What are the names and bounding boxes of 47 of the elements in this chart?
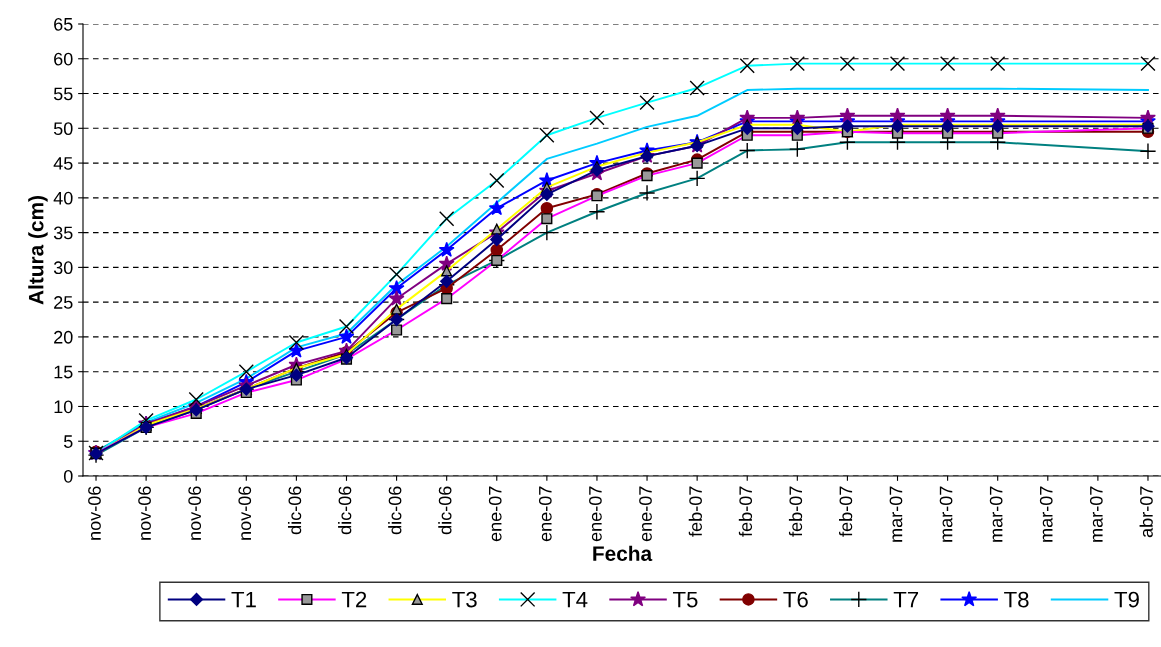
x-axis-title: Fecha bbox=[593, 545, 653, 561]
y-tick-label: 30 bbox=[53, 261, 73, 275]
y-tick-label: 55 bbox=[53, 87, 73, 101]
x-tick-label: feb-07 bbox=[788, 486, 803, 537]
legend-label: T5 bbox=[672, 591, 698, 608]
x-tick-label: ene-07 bbox=[589, 486, 602, 542]
x-tick-label: dic-06 bbox=[388, 486, 402, 535]
x-tick-label: mar-07 bbox=[939, 486, 953, 542]
legend-label: T4 bbox=[562, 591, 588, 608]
x-tick-label: mar-07 bbox=[1089, 486, 1103, 542]
y-tick-label: 35 bbox=[53, 226, 73, 240]
y-tick-label: 5 bbox=[63, 435, 73, 448]
x-tick-label: dic-06 bbox=[287, 486, 302, 535]
y-tick-label: 0 bbox=[63, 469, 73, 483]
legend-label: T9 bbox=[1114, 591, 1139, 608]
legend-label: T7 bbox=[893, 591, 919, 608]
legend-label: T6 bbox=[783, 591, 808, 608]
x-tick-label: ene-07 bbox=[538, 486, 552, 542]
legend-label: T8 bbox=[1004, 591, 1029, 608]
x-tick-label: mar-07 bbox=[889, 486, 903, 542]
x-tick-label: mar-07 bbox=[1039, 486, 1053, 542]
x-tick-label: ene-07 bbox=[639, 486, 652, 542]
y-tick-label: 65 bbox=[54, 17, 73, 31]
x-tick-label: abr-07 bbox=[1139, 486, 1153, 538]
y-tick-label: 25 bbox=[54, 296, 73, 309]
x-tick-label: feb-07 bbox=[688, 486, 702, 537]
legend-label: T3 bbox=[452, 591, 477, 608]
y-tick-label: 20 bbox=[54, 330, 73, 344]
x-tick-label: dic-06 bbox=[438, 486, 452, 535]
y-tick-label: 60 bbox=[54, 52, 73, 66]
y-tick-label: 40 bbox=[53, 191, 73, 205]
x-tick-label: nov-06 bbox=[138, 486, 151, 540]
y-tick-label: 45 bbox=[53, 157, 73, 170]
x-tick-label: ene-07 bbox=[488, 486, 502, 542]
x-tick-label: feb-07 bbox=[738, 486, 753, 537]
x-tick-label: feb-07 bbox=[839, 486, 853, 537]
x-tick-label: nov-06 bbox=[88, 486, 101, 540]
y-tick-label: 15 bbox=[54, 365, 73, 379]
x-tick-label: nov-06 bbox=[188, 486, 202, 540]
y-tick-label: 10 bbox=[54, 400, 73, 414]
y-axis-title: Altura (cm) bbox=[28, 196, 48, 305]
y-tick-label: 50 bbox=[53, 122, 73, 136]
x-tick-label: dic-06 bbox=[338, 486, 352, 535]
legend-label: T2 bbox=[341, 591, 367, 608]
x-tick-label: mar-07 bbox=[989, 486, 1003, 542]
legend-label: T1 bbox=[231, 591, 256, 608]
x-tick-label: nov-06 bbox=[238, 486, 252, 540]
